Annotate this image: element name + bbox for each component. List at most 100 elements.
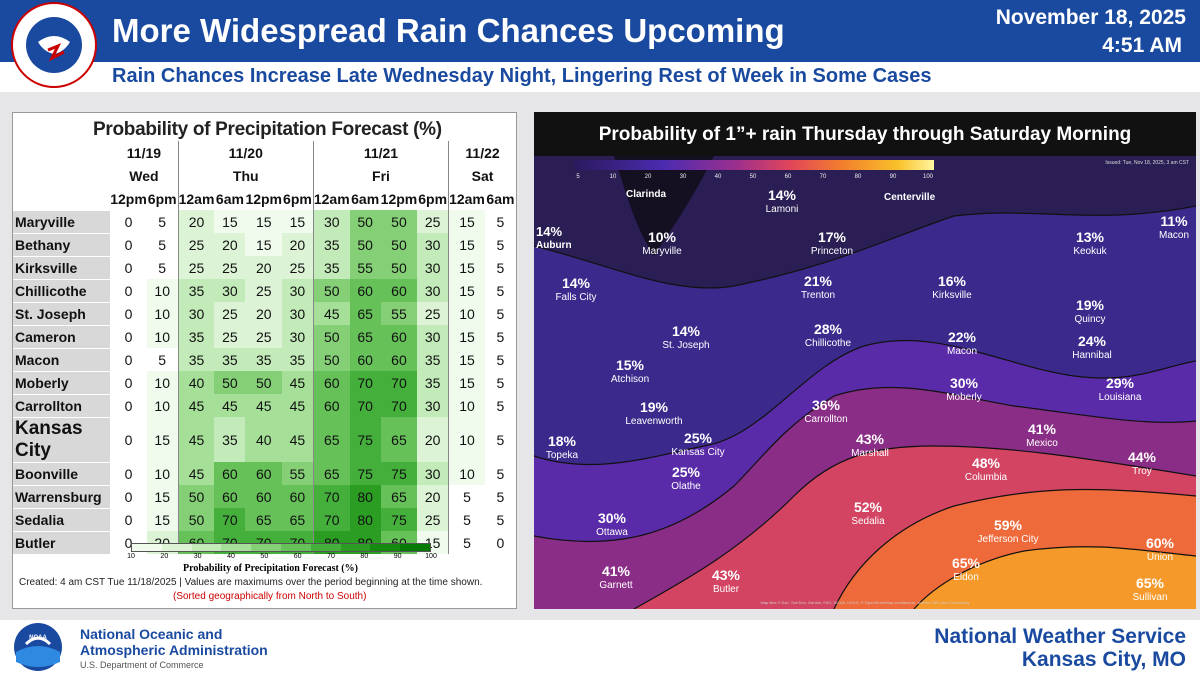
location-label: Carrollton: [13, 394, 111, 418]
pop-value-cell: 0: [110, 348, 147, 371]
pop-value-cell: 35: [417, 348, 449, 371]
pop-value-cell: 30: [282, 325, 314, 348]
map-point: 30%Ottawa: [596, 510, 628, 538]
nws-office-location: Kansas City, MO: [1021, 648, 1186, 671]
pop-value-cell: 5: [484, 417, 516, 462]
pop-value-cell: 30: [177, 302, 215, 325]
scale-tick: 100: [425, 553, 437, 560]
pop-value-cell: 30: [417, 462, 449, 485]
pop-value-cell: 70: [380, 394, 418, 417]
pop-value-cell: 5: [146, 210, 179, 233]
time-header: 12pm: [110, 190, 147, 207]
pop-value-cell: 5: [146, 348, 179, 371]
pop-value-cell: 65: [380, 485, 418, 508]
map-point: 29%Louisiana: [1099, 375, 1142, 403]
pop-value-cell: 45: [177, 417, 215, 462]
location-label: Butler: [13, 531, 111, 555]
pop-value-cell: 65: [312, 462, 350, 485]
pop-value-cell: 5: [484, 302, 516, 325]
map-point-city: Kansas City: [671, 447, 724, 458]
pop-value-cell: 60: [312, 394, 350, 417]
location-label: Bethany: [13, 233, 111, 257]
pop-value-cell: 15: [146, 508, 179, 531]
pop-value-cell: 15: [214, 210, 246, 233]
page-subtitle: Rain Chances Increase Late Wednesday Nig…: [112, 65, 932, 87]
pop-value-cell: 60: [380, 348, 418, 371]
pop-value-cell: 30: [417, 394, 449, 417]
pop-value-cell: 35: [177, 279, 215, 302]
map-point-percent: 65%: [1136, 575, 1165, 591]
issue-date: November 18, 2025: [995, 6, 1186, 29]
noaa-logo-icon: NOAA: [14, 623, 62, 671]
pop-value-cell: 70: [312, 485, 350, 508]
pop-value-cell: 15: [245, 233, 283, 256]
created-note: Created: 4 am CST Tue 11/18/2025 | Value…: [19, 577, 483, 588]
sorted-note: (Sorted geographically from North to Sou…: [173, 591, 367, 602]
pop-value-cell: 0: [110, 462, 147, 485]
pop-value-cell: 60: [312, 371, 350, 394]
table-row: Chillicothe 0 10 35 30 25 30 50 60 60 30 15 5: [13, 279, 516, 303]
pop-value-cell: 0: [110, 233, 147, 256]
nws-logo-icon: [11, 2, 97, 88]
scale-swatch: [370, 544, 401, 551]
footer-bar: [0, 620, 1200, 674]
map-legend-ticks: 5 10 20 30 40 50 60 70 80 90 100: [576, 174, 933, 180]
map-point-city: Maryville: [642, 246, 682, 257]
noaa-name-line1: National Oceanic and: [80, 626, 223, 642]
pop-value-cell: 10: [448, 394, 485, 417]
pop-value-cell: 5: [484, 233, 516, 256]
location-label: Maryville: [13, 210, 111, 234]
map-point: 41%Mexico: [1026, 421, 1058, 449]
map-point-city: Carrollton: [804, 414, 847, 425]
pop-table: 11/19 11/20 11/21 11/22 Wed Thu Fri Sat …: [13, 141, 516, 555]
pop-value-cell: 0: [110, 325, 147, 348]
pop-value-cell: 15: [448, 279, 485, 302]
map-point-percent: 21%: [804, 273, 833, 289]
map-point-city: Butler: [713, 584, 740, 595]
pop-value-cell: 55: [380, 302, 418, 325]
pop-value-cell: 25: [214, 325, 246, 348]
map-point: 25%Olathe: [671, 464, 701, 492]
map-point: 28%Chillicothe: [805, 321, 852, 349]
map-point-percent: 18%: [548, 433, 577, 449]
map-point: 19%Quincy: [1074, 297, 1105, 325]
pop-value-cell: 50: [349, 233, 381, 256]
time-header: 6pm: [147, 190, 177, 207]
day-header: Wed: [129, 167, 159, 184]
pop-value-cell: 20: [417, 485, 449, 508]
pop-value-cell: 25: [214, 256, 246, 279]
scale-tick: 40: [227, 553, 235, 560]
legend-tick: 100: [923, 174, 934, 180]
map-point-percent: 14%: [562, 275, 591, 291]
map-point-percent: 41%: [602, 563, 631, 579]
pop-value-cell: 30: [417, 279, 449, 302]
pop-value-cell: 25: [177, 256, 215, 279]
map-point-city: Eldon: [953, 572, 979, 583]
map-point: 44%Troy: [1128, 449, 1157, 477]
corner-cell: [13, 164, 111, 188]
map-point: 24%Hannibal: [1072, 333, 1111, 361]
time-header: 12pm: [245, 190, 283, 207]
pop-value-cell: 35: [245, 348, 283, 371]
pop-value-cell: 5: [484, 394, 516, 417]
time-header: 12pm: [380, 190, 418, 207]
pop-value-cell: 35: [282, 348, 314, 371]
table-row: Maryville 0 5 20 15 15 15 30 50 50 25 15 5: [13, 210, 516, 234]
map-point-city: Macon: [1159, 230, 1189, 241]
pop-value-cell: 50: [245, 371, 283, 394]
pop-value-cell: 10: [146, 279, 179, 302]
map-point-city: Sullivan: [1132, 592, 1167, 603]
pop-value-cell: 50: [177, 485, 215, 508]
pop-value-cell: 75: [380, 462, 418, 485]
map-point-city: Trenton: [801, 290, 835, 301]
map-label-auburn-pct: 14%: [536, 224, 562, 239]
pop-value-cell: 60: [380, 279, 418, 302]
page-title: More Widespread Rain Chances Upcoming: [112, 12, 785, 49]
table-row: Kansas City 0 15 45 35 40 45 65 75 65 20 10 5: [13, 417, 516, 463]
map-point-percent: 19%: [1076, 297, 1105, 313]
map-point-city: Chillicothe: [805, 338, 852, 349]
pop-value-cell: 35: [214, 348, 246, 371]
pop-value-cell: 45: [214, 394, 246, 417]
pop-value-cell: 5: [146, 256, 179, 279]
table-row: Cameron 0 10 35 25 25 30 50 65 60 30 15 5: [13, 325, 516, 349]
